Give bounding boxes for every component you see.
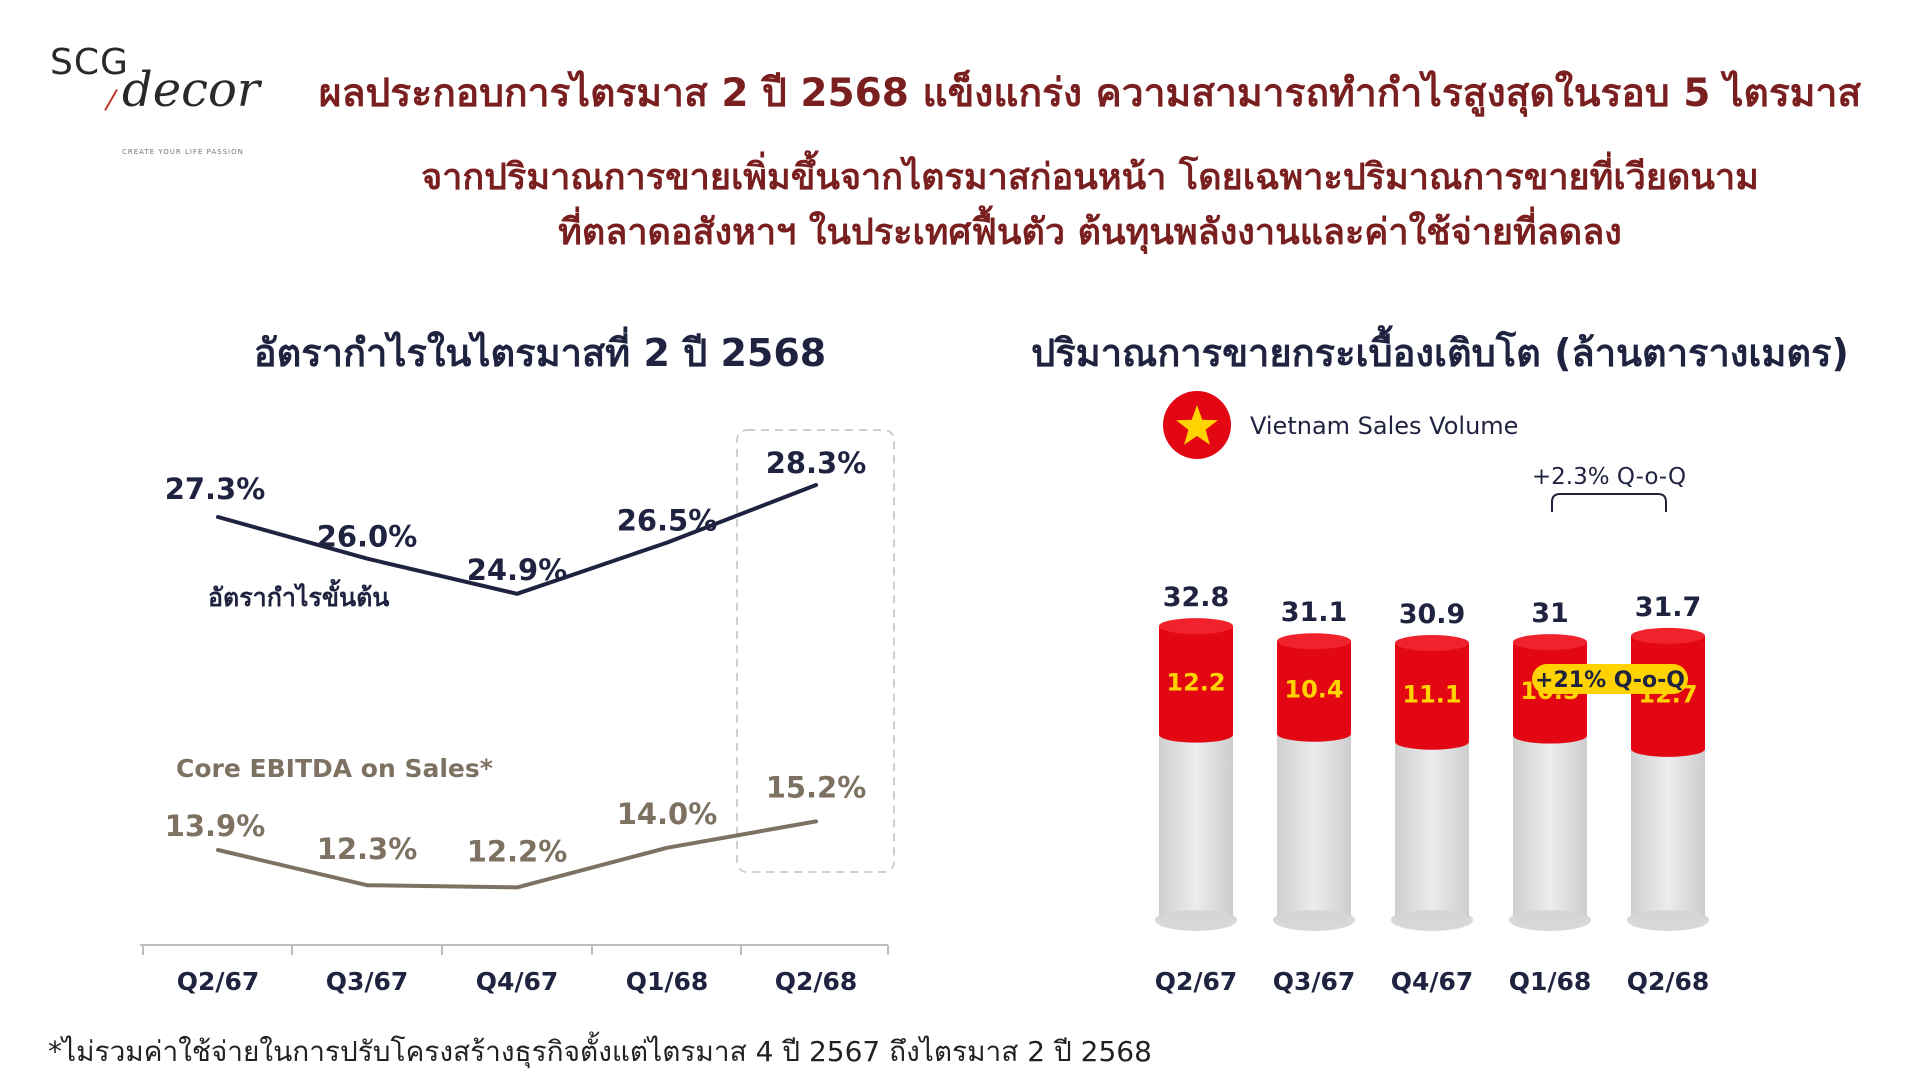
total-value-label: 31.1 [1281, 597, 1348, 628]
slide-headline: ผลประกอบการไตรมาส 2 ปี 2568 แข็งแกร่ง คว… [318, 71, 1862, 116]
bar-top [1277, 633, 1351, 650]
vietnam-qoq-label: +21% Q-o-Q [1535, 668, 1685, 693]
gross-margin-data-label: 24.9% [467, 553, 568, 587]
ebitda-data-label: 14.0% [617, 797, 718, 831]
bar-base [1395, 910, 1469, 926]
ebitda-series-label: Core EBITDA on Sales* [176, 754, 493, 783]
bar-base [1277, 910, 1351, 926]
vietnam-value-label: 11.1 [1402, 680, 1461, 708]
ebitda-data-label: 15.2% [766, 770, 867, 804]
bar-vietnam-bottom [1277, 725, 1351, 742]
x-tick-label: Q2/68 [1627, 967, 1710, 996]
bar-base [1631, 910, 1705, 926]
logo-tagline: CREATE YOUR LIFE PASSION [122, 148, 244, 156]
bar-top [1631, 627, 1705, 644]
legend-label: Vietnam Sales Volume [1250, 412, 1518, 440]
bar-other-volume [1159, 734, 1233, 918]
company-logo: SCG decor CREATE YOUR LIFE PASSION [50, 42, 260, 156]
gross-margin-data-label: 26.0% [317, 520, 418, 554]
x-tick-label: Q2/68 [775, 967, 858, 996]
total-value-label: 32.8 [1163, 582, 1230, 613]
ebitda-data-label: 12.3% [317, 832, 418, 866]
flag-star [1176, 405, 1218, 445]
total-qoq-label: +2.3% Q-o-Q [1532, 464, 1686, 490]
x-tick-label: Q2/67 [1155, 967, 1238, 996]
gross-margin-data-label: 27.3% [165, 472, 266, 506]
total-value-label: 30.9 [1399, 599, 1466, 630]
bar-other-volume [1277, 733, 1351, 918]
vietnam-qoq-pill [1532, 664, 1688, 694]
ebitda-data-label: 13.9% [165, 809, 266, 843]
vietnam-value-label: 10.4 [1284, 675, 1343, 703]
bar-vietnam-bottom [1395, 733, 1469, 750]
x-tick-label: Q3/67 [326, 967, 409, 996]
subheadline-line-1: จากปริมาณการขายเพิ่มขึ้นจากไตรมาสก่อนหน้… [421, 157, 1759, 198]
footnote: *ไม่รวมค่าใช้จ่ายในการปรับโครงสร้างธุรกิ… [48, 1035, 1152, 1068]
volume-bar-chart: Vietnam Sales Volume 12.2 32.8 Q2/67 10.4 31.… [1155, 391, 1710, 996]
margin-line-chart: Q2/67 Q3/67 Q4/67 Q1/68 Q2/68 27.3% 26.0% 24.9%… [140, 429, 895, 996]
margin-chart-title: อัตรากำไรในไตรมาสที่ 2 ปี 2568 [253, 331, 827, 375]
logo-brand: SCG [50, 42, 129, 83]
x-tick-label: Q4/67 [476, 967, 559, 996]
bar-vietnam-volume [1395, 642, 1469, 742]
bar-other-volume [1631, 748, 1705, 918]
bar-base [1159, 910, 1233, 926]
total-value-label: 31.7 [1635, 592, 1702, 623]
bar-top [1395, 634, 1469, 651]
gross-margin-data-label: 26.5% [617, 504, 718, 538]
bar-vietnam-volume [1159, 626, 1233, 735]
gross-margin-data-label: 28.3% [766, 446, 867, 480]
x-tick-label: Q3/67 [1273, 967, 1356, 996]
bar-other-volume [1395, 741, 1469, 918]
bar-top [1513, 634, 1587, 651]
bar-other-volume [1513, 735, 1587, 918]
x-tick-label: Q1/68 [626, 967, 709, 996]
bar-vietnam-bottom [1631, 740, 1705, 757]
bar-vietnam-bottom [1159, 726, 1233, 743]
volume-chart-title: ปริมาณการขายกระเบื้องเติบโต (ล้านตารางเม… [1031, 331, 1849, 375]
bar-top [1159, 618, 1233, 635]
x-tick-label: Q2/67 [177, 967, 260, 996]
highlight-box [736, 429, 895, 873]
x-tick-label: Q4/67 [1391, 967, 1474, 996]
gross-margin-series-label: อัตรากำไรขั้นต้น [208, 578, 389, 612]
ebitda-data-label: 12.2% [467, 834, 568, 868]
x-tick-label: Q1/68 [1509, 967, 1592, 996]
bar-vietnam-bottom [1513, 727, 1587, 744]
qoq-bracket [1551, 493, 1667, 512]
bar-base [1513, 910, 1587, 926]
vietnam-flag-icon [1163, 391, 1231, 459]
vietnam-value-label: 12.2 [1166, 668, 1225, 696]
bar-vietnam-volume [1277, 641, 1351, 734]
logo-name: decor [122, 62, 260, 118]
total-value-label: 31 [1531, 598, 1569, 629]
subheadline-line-2: ที่ตลาดอสังหาฯ ในประเทศฟื้นตัว ต้นทุนพลั… [558, 212, 1622, 253]
